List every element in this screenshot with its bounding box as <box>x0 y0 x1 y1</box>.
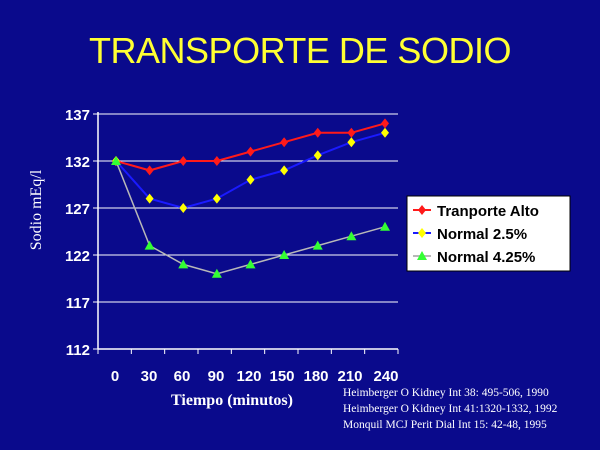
data-point <box>179 203 188 213</box>
series-2 <box>112 127 389 213</box>
x-tick-label: 90 <box>208 368 225 385</box>
data-point <box>145 165 154 176</box>
x-tick-label: 30 <box>141 368 158 385</box>
y-tick-label: 117 <box>66 295 90 312</box>
legend-marker <box>417 251 427 260</box>
reference-2: Heimberger O Kidney Int 41:1320-1332, 19… <box>343 403 558 415</box>
legend: Tranporte Alto Normal 2.5% Normal 4.25% <box>406 195 571 272</box>
legend-marker <box>418 205 426 215</box>
data-point <box>279 250 290 259</box>
series-1 <box>112 118 389 176</box>
x-tick-label: 150 <box>269 368 294 385</box>
data-point <box>313 150 322 161</box>
data-point <box>280 165 289 176</box>
legend-box <box>406 195 571 272</box>
y-tick-label: 112 <box>66 342 90 359</box>
x-tick-label: 60 <box>174 368 191 385</box>
data-point <box>245 259 256 269</box>
x-tick-label: 240 <box>373 368 398 385</box>
y-tick-label: 122 <box>65 248 90 265</box>
plot-area: 112 117 122 127 132 137 0 30 60 90 120 150 180 210 240 <box>65 107 399 385</box>
data-point <box>347 137 356 148</box>
x-tick-label: 0 <box>111 368 119 385</box>
data-point <box>347 127 356 138</box>
legend-label: Normal 4.25% <box>437 249 535 266</box>
data-point <box>212 156 221 166</box>
data-point <box>246 174 255 185</box>
data-point <box>280 137 289 148</box>
data-point <box>211 268 222 278</box>
x-tick-label: 180 <box>303 368 328 385</box>
y-tick-label: 127 <box>65 201 90 218</box>
data-point <box>145 193 154 204</box>
x-tick-label: 210 <box>337 368 362 385</box>
series-3 <box>111 156 390 278</box>
data-point <box>346 231 357 241</box>
x-axis-label: Tiempo (minutos) <box>171 392 293 409</box>
data-point <box>246 146 255 157</box>
data-point <box>144 240 155 250</box>
x-tick-label: 120 <box>236 368 261 385</box>
reference-1: Heimberger O Kidney Int 38: 495-506, 199… <box>343 387 549 399</box>
y-tick-label: 132 <box>65 154 90 171</box>
slide-title: TRANSPORTE DE SODIO <box>89 30 511 71</box>
data-point <box>381 118 389 129</box>
data-point <box>380 221 390 231</box>
reference-3: Monquil MCJ Perit Dial Int 15: 42-48, 19… <box>343 419 547 431</box>
legend-label: Tranporte Alto <box>437 203 539 220</box>
data-point <box>111 156 121 165</box>
legend-label: Normal 2.5% <box>437 226 527 243</box>
y-axis-label: Sodio mEq/l <box>28 169 45 250</box>
data-point <box>178 259 189 269</box>
data-point <box>312 240 323 250</box>
y-tick-label: 137 <box>65 107 90 124</box>
data-point <box>212 193 221 204</box>
legend-marker <box>418 228 426 238</box>
series-line <box>115 131 386 210</box>
data-point <box>381 127 389 138</box>
data-point <box>179 156 188 166</box>
series-layer <box>111 118 390 278</box>
data-point <box>313 127 322 138</box>
